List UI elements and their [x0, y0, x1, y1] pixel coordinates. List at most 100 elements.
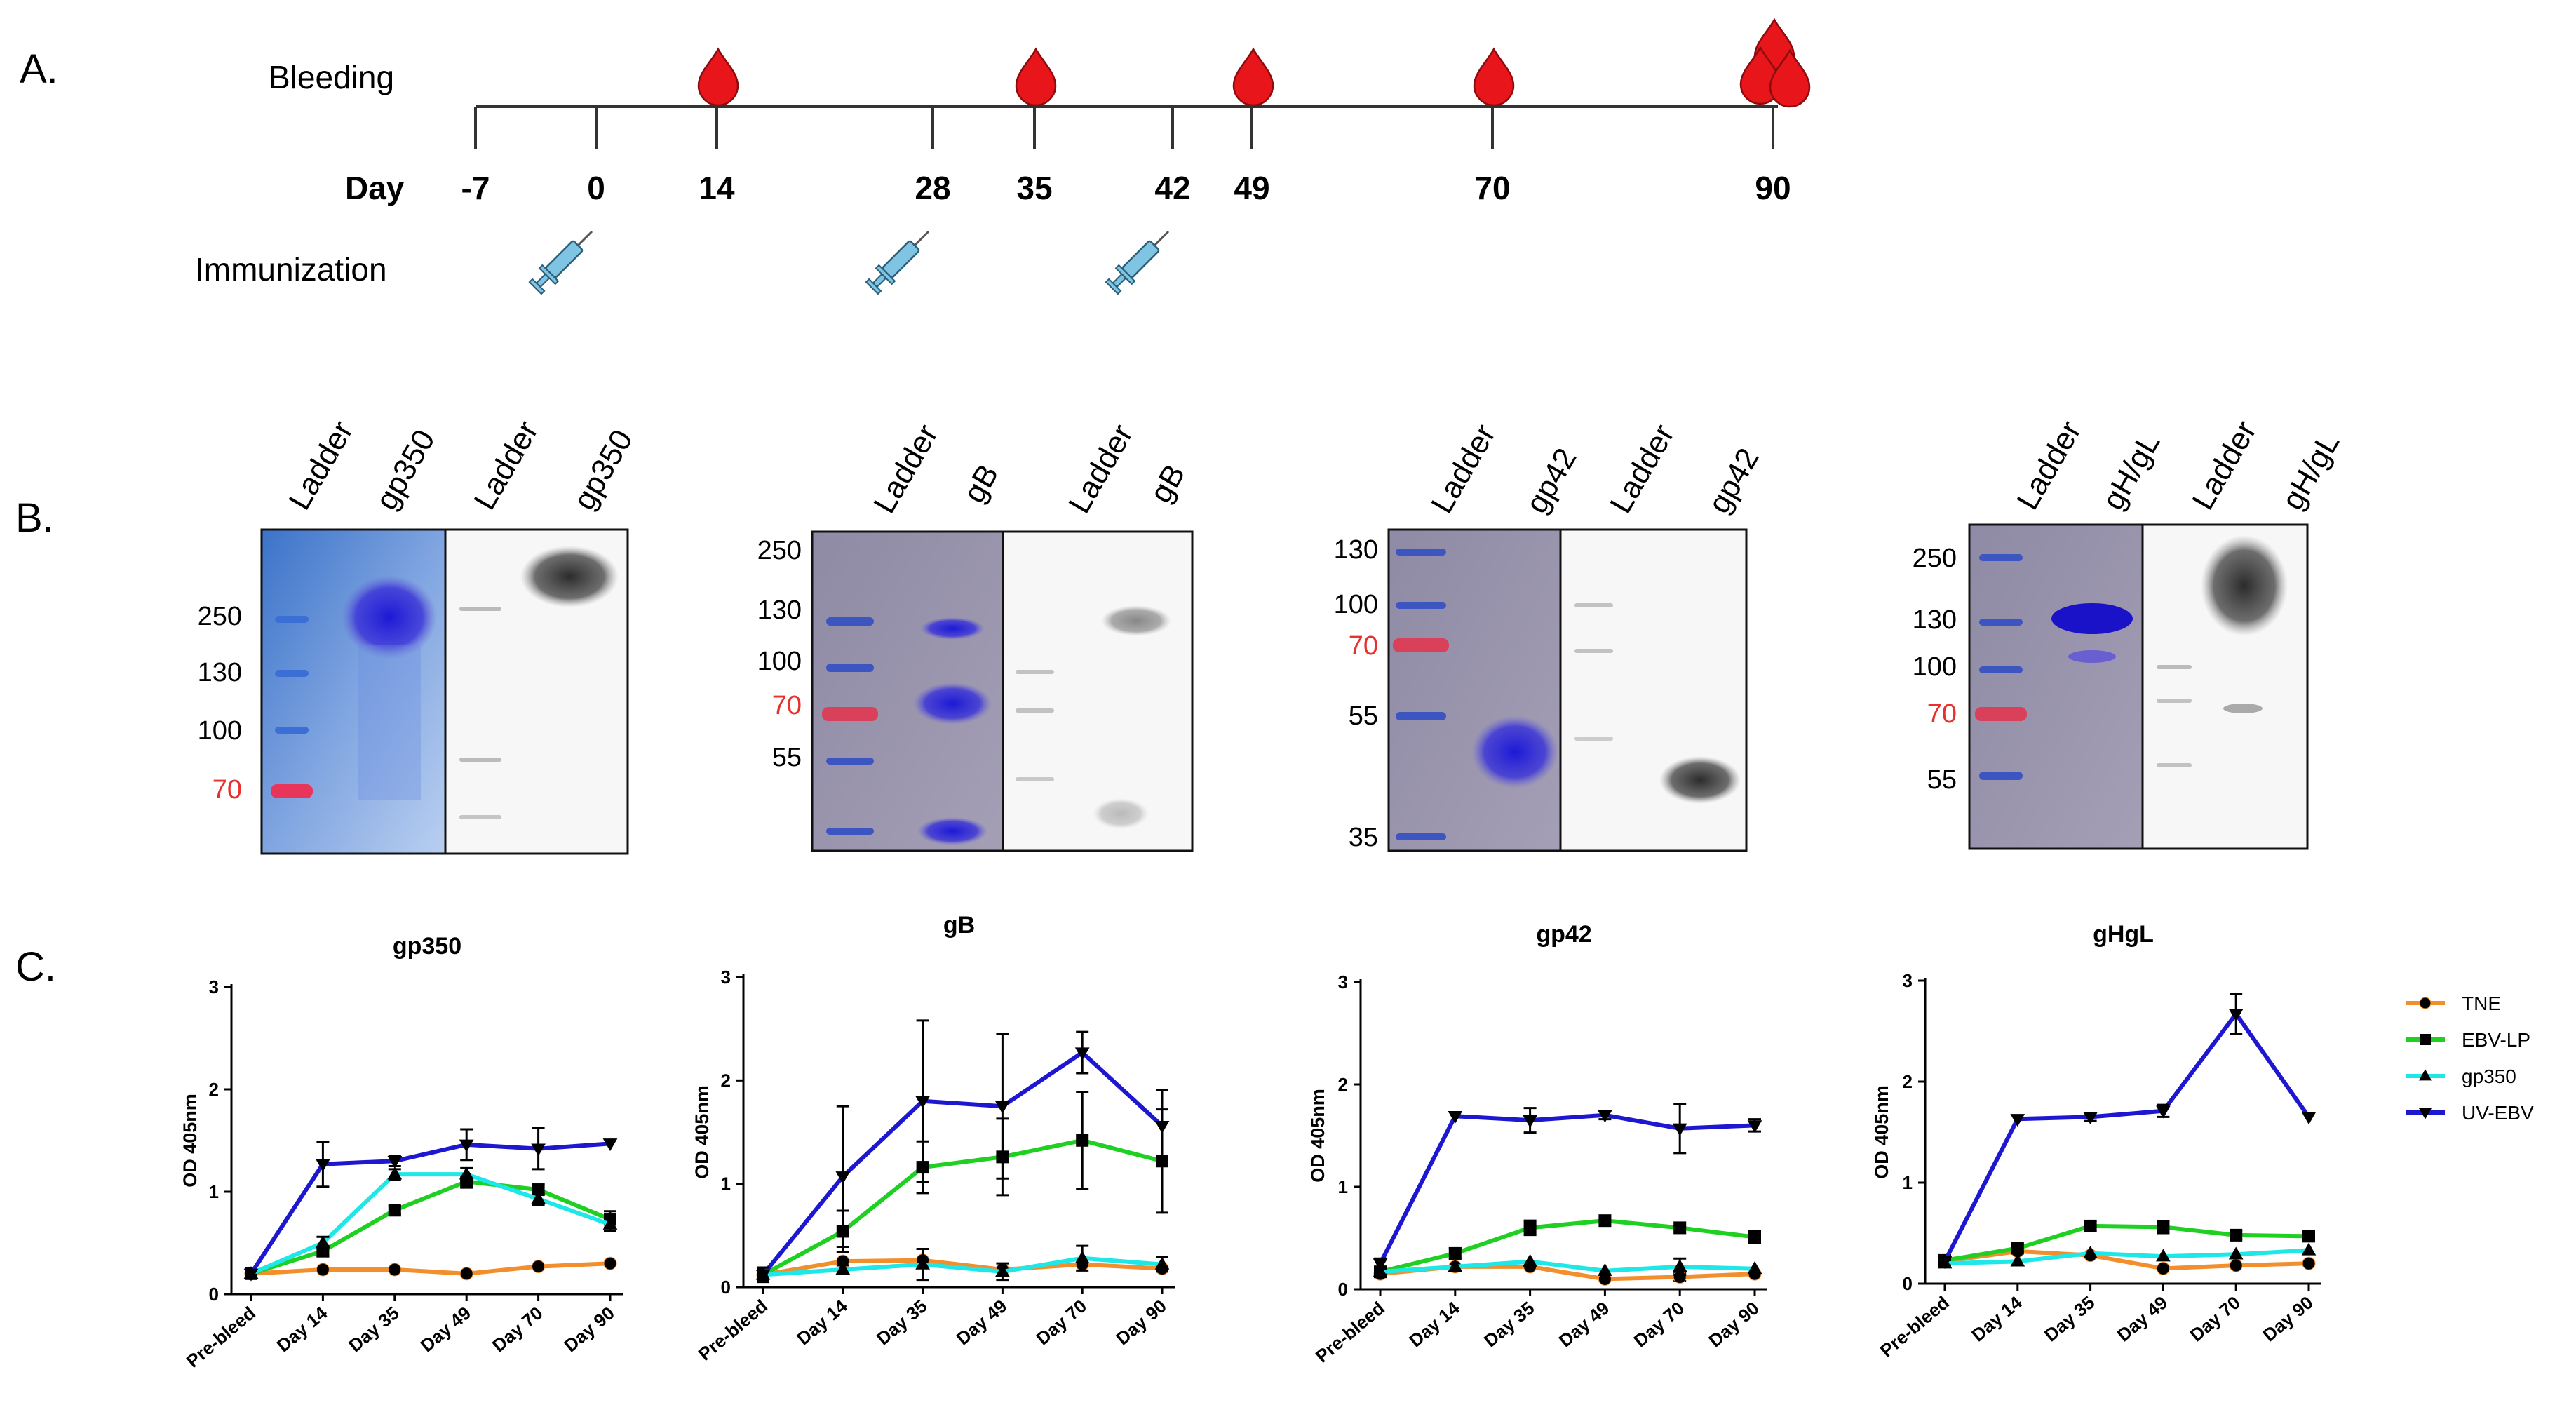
- series-uv-ebv: [1373, 1103, 1762, 1272]
- ladder-band: [1979, 619, 2023, 626]
- ladder-band: [826, 828, 874, 835]
- data-point: [2010, 1253, 2025, 1267]
- data-point: [1448, 1246, 1462, 1260]
- data-point: [2084, 1219, 2097, 1232]
- blot-lane-label: gH/gL: [2096, 427, 2166, 516]
- data-point: [388, 1204, 401, 1217]
- blood-drop-icon: [697, 47, 739, 107]
- mw-marker: 130: [1334, 535, 1378, 565]
- coomassie-gel: [1387, 528, 1562, 852]
- data-point: [2420, 1034, 2431, 1045]
- mw-marker: 100: [198, 716, 242, 746]
- syringe-plunger-head: [528, 278, 546, 295]
- y-tick-label: 3: [209, 976, 219, 997]
- y-tick-label: 2: [721, 1070, 731, 1091]
- series-line: [250, 1261, 611, 1276]
- timeline: -7 0 14 28 35 42 49 70 90: [461, 18, 1811, 295]
- data-point: [459, 1139, 474, 1152]
- blood-drop-icon: [1473, 47, 1515, 107]
- x-tick-label: Day 35: [872, 1296, 931, 1350]
- data-point: [1373, 1258, 1388, 1272]
- series-uv-ebv: [1937, 993, 2317, 1270]
- series-line: [1380, 1218, 1755, 1275]
- series-line: [762, 1256, 1163, 1277]
- legend-item: UV-EBV: [2406, 1102, 2534, 1124]
- x-tick-label: Day 14: [1967, 1291, 2026, 1345]
- data-point: [1748, 1230, 1761, 1244]
- panel-label-c: C.: [15, 944, 56, 990]
- ladder-band: [2157, 665, 2192, 669]
- data-point: [995, 1264, 1010, 1277]
- x-tick-label: Day 70: [2186, 1292, 2245, 1346]
- mw-marker: 250: [1913, 544, 1957, 573]
- data-point: [2228, 1246, 2244, 1260]
- data-point: [243, 1268, 259, 1282]
- protein-band: [920, 617, 985, 640]
- data-point: [2301, 1112, 2317, 1125]
- data-point: [602, 1216, 618, 1230]
- data-point: [1523, 1115, 1537, 1128]
- x-tick-label: Day 90: [1704, 1298, 1763, 1352]
- series-ebv-lp: [1938, 1219, 2315, 1267]
- mw-marker-red: 70: [1349, 631, 1378, 661]
- y-axis-label: OD 405nm: [180, 1094, 201, 1188]
- mw-marker: 100: [757, 647, 802, 676]
- x-tick-label: Day 49: [417, 1303, 476, 1357]
- ladder-band: [1396, 712, 1446, 720]
- y-tick-label: 3: [1338, 971, 1348, 993]
- ladder-band-red: [1393, 638, 1449, 652]
- syringe-icon: [865, 230, 930, 295]
- day-number: -7: [461, 170, 490, 206]
- mw-marker: 55: [1927, 765, 1957, 795]
- y-tick-label: 1: [209, 1181, 219, 1202]
- x-tick-label: Day 14: [1405, 1297, 1464, 1351]
- chart-title: gp42: [1536, 921, 1591, 948]
- western-blot: [1002, 530, 1194, 852]
- data-point: [1937, 1256, 1953, 1270]
- mw-marker: 100: [1913, 652, 1957, 682]
- protein-band: [913, 682, 992, 725]
- data-point: [1747, 1120, 1762, 1134]
- data-point: [1074, 1047, 1090, 1061]
- mw-marker: 130: [757, 596, 802, 625]
- ladder-band: [826, 664, 874, 672]
- blot-lane-label: gp350: [567, 424, 640, 516]
- x-tick-label: Pre-bleed: [1311, 1298, 1389, 1367]
- series-line: [761, 1050, 1164, 1277]
- protein-band: [2051, 603, 2133, 634]
- data-point: [459, 1267, 473, 1281]
- ladder-band-red: [1975, 707, 2027, 721]
- legend-label: UV-EBV: [2462, 1102, 2534, 1124]
- ladder-band: [1016, 670, 1054, 674]
- line-chart-gp42: gp42 0 1 2 3 OD 405nm Pre-bleed Day 14 Day 35 Day…: [1307, 921, 1767, 1367]
- data-point: [1598, 1110, 1612, 1123]
- ladder-band: [2157, 763, 2192, 767]
- series-gp350: [755, 1244, 1170, 1282]
- y-tick-label: 3: [721, 967, 731, 988]
- ladder-band: [1574, 649, 1613, 653]
- panel-label-a: A.: [20, 46, 58, 92]
- legend-label: gp350: [2462, 1065, 2516, 1087]
- day-number: 90: [1755, 170, 1791, 206]
- ladder-band: [2157, 699, 2192, 703]
- x-tick-label: Day 70: [1032, 1296, 1091, 1350]
- blot-gp42: Ladder gp42 Ladder gp42 130 100 70 55 35: [1334, 419, 1766, 852]
- data-point: [2302, 1256, 2316, 1270]
- series-uv-ebv: [243, 1127, 618, 1282]
- data-point: [2010, 1114, 2025, 1127]
- data-point: [531, 1143, 546, 1157]
- data-point: [316, 1263, 330, 1277]
- syringe-needle: [1154, 230, 1170, 246]
- western-blot: [1559, 528, 1748, 852]
- series-gp350: [1373, 1253, 1762, 1277]
- ladder-band: [826, 617, 874, 626]
- data-point: [1448, 1259, 1463, 1272]
- mw-marker-red: 70: [213, 775, 242, 805]
- day-number: 0: [587, 170, 605, 206]
- data-point: [915, 1256, 930, 1270]
- protein-smear: [358, 645, 421, 800]
- series-line: [250, 1172, 612, 1276]
- data-point: [2083, 1246, 2098, 1258]
- data-point: [2228, 1009, 2244, 1022]
- data-point: [316, 1159, 330, 1172]
